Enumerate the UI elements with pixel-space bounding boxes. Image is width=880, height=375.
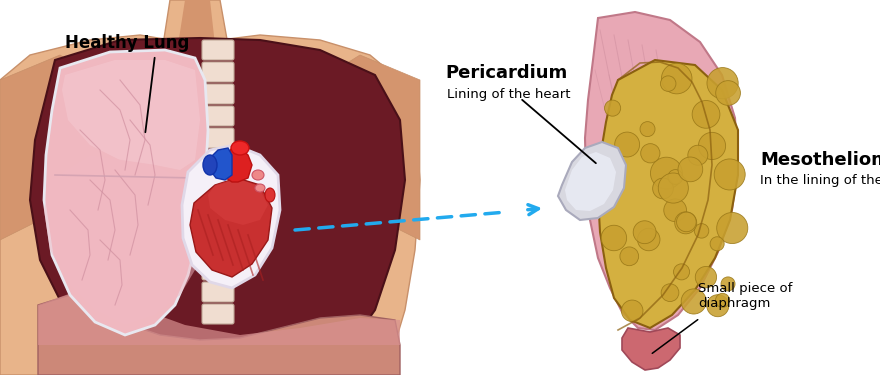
Text: In the lining of the lung: In the lining of the lung [760,174,880,187]
Circle shape [710,237,724,251]
Polygon shape [565,152,616,211]
Polygon shape [210,148,232,180]
Circle shape [688,145,708,165]
FancyBboxPatch shape [202,150,234,170]
Circle shape [650,157,682,189]
Circle shape [658,173,688,203]
Circle shape [641,144,660,163]
Circle shape [693,100,720,128]
Polygon shape [44,50,208,335]
Polygon shape [622,328,680,370]
Polygon shape [30,38,405,372]
Text: Pericardium: Pericardium [445,64,568,82]
Polygon shape [222,148,252,182]
FancyBboxPatch shape [202,84,234,104]
FancyBboxPatch shape [202,106,234,126]
Ellipse shape [265,188,275,202]
Circle shape [707,295,729,317]
Polygon shape [208,178,268,225]
Circle shape [653,178,673,199]
FancyBboxPatch shape [202,260,234,280]
Circle shape [675,212,697,234]
Polygon shape [182,145,280,288]
Polygon shape [62,60,200,170]
Circle shape [662,63,692,94]
Circle shape [673,264,690,280]
FancyBboxPatch shape [202,40,234,60]
FancyBboxPatch shape [202,62,234,82]
Circle shape [621,300,643,322]
Polygon shape [38,295,400,375]
Polygon shape [178,0,215,68]
Ellipse shape [252,170,264,180]
FancyBboxPatch shape [202,128,234,148]
Text: Mesothelioma: Mesothelioma [760,151,880,169]
Polygon shape [163,0,228,70]
Text: Lining of the heart: Lining of the heart [447,88,570,101]
Circle shape [664,199,686,222]
Ellipse shape [203,155,217,175]
Circle shape [694,224,708,238]
Circle shape [620,247,639,266]
Circle shape [601,225,627,251]
Ellipse shape [255,184,265,192]
Text: Healthy Lung: Healthy Lung [65,34,189,52]
FancyBboxPatch shape [202,194,234,214]
Circle shape [634,221,656,244]
Circle shape [678,157,703,182]
Circle shape [660,76,676,92]
Circle shape [640,122,655,136]
FancyBboxPatch shape [202,172,234,192]
Circle shape [721,277,735,291]
FancyBboxPatch shape [202,304,234,324]
FancyBboxPatch shape [202,282,234,302]
Circle shape [637,228,660,251]
Circle shape [715,293,730,308]
Circle shape [716,213,748,244]
Polygon shape [320,55,420,240]
Polygon shape [558,142,626,220]
Circle shape [615,132,640,157]
Polygon shape [190,178,272,277]
Circle shape [699,132,726,159]
Circle shape [707,68,738,99]
Circle shape [668,170,683,184]
Polygon shape [585,12,738,330]
Circle shape [661,284,678,302]
Polygon shape [44,155,200,325]
Circle shape [605,100,620,116]
Polygon shape [0,35,420,375]
Polygon shape [598,60,738,328]
Polygon shape [0,55,100,240]
Ellipse shape [231,141,249,155]
Circle shape [677,212,696,232]
Text: Small piece of
diaphragm: Small piece of diaphragm [698,282,792,310]
Circle shape [715,159,745,190]
FancyBboxPatch shape [202,238,234,258]
Circle shape [695,267,716,288]
Circle shape [681,289,707,314]
FancyBboxPatch shape [202,216,234,236]
Circle shape [715,81,740,105]
Polygon shape [38,290,400,345]
